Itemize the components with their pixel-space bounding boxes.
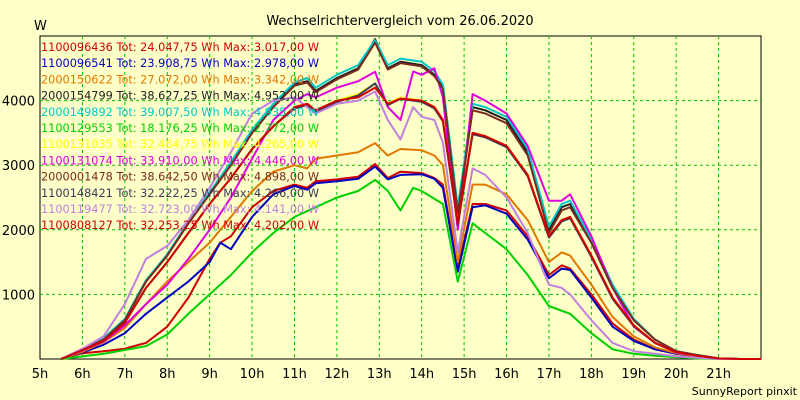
x-axis: 5h 6h 7h 8h 9h 10h 11h 12h 13h 14h 15h 16h 17h 18h 19h… — [32, 367, 731, 382]
series-lines — [60, 38, 761, 360]
series-line-s11 — [60, 90, 761, 360]
legend-entry-s03: 2000150622 Tot: 27.072,00 Wh Max: 3.342,… — [41, 73, 319, 86]
x-tick-label: 18h — [579, 367, 604, 382]
y-tick-label: 4000 — [2, 95, 35, 110]
y-tick-label: 2000 — [2, 224, 35, 239]
x-tick-label: 16h — [494, 367, 519, 382]
series-line-s12 — [60, 86, 761, 360]
legend-entry-s07: 1100131035 Tot: 32.464,75 Wh Max: 4.265,… — [41, 138, 319, 151]
x-tick-label: 5h — [32, 367, 49, 382]
x-tick-label: 14h — [409, 367, 434, 382]
x-tick-label: 6h — [74, 367, 91, 382]
x-tick-label: 11h — [282, 367, 307, 382]
plot-area — [39, 35, 762, 360]
x-tick-label: 7h — [117, 367, 134, 382]
legend-entry-s01: 1100096436 Tot: 24.047,75 Wh Max: 3.017,… — [41, 41, 319, 54]
y-axis-label: W — [34, 19, 47, 34]
x-tick-label: 20h — [664, 367, 689, 382]
legend: 1100096436 Tot: 24.047,75 Wh Max: 3.017,… — [41, 41, 319, 232]
series-line-s03 — [60, 142, 761, 360]
x-tick-label: 10h — [240, 367, 265, 382]
x-tick-label: 13h — [367, 367, 392, 382]
legend-entry-s08: 1100131074 Tot: 33.910,00 Wh Max: 4.446,… — [41, 154, 319, 167]
legend-entry-s10: 1100148421 Tot: 32.222,25 Wh Max: 4.266,… — [41, 187, 319, 200]
legend-entry-s04: 2000154799 Tot: 38.627,25 Wh Max: 4.952,… — [41, 90, 319, 103]
footer-credit: SunnyReport pinxit — [692, 385, 798, 398]
x-tick-label: 21h — [706, 367, 731, 382]
series-line-s06 — [61, 178, 761, 360]
x-tick-label: 9h — [201, 367, 218, 382]
series-line-s01 — [60, 163, 761, 360]
x-tick-label: 8h — [159, 367, 176, 382]
chart-title: Wechselrichtervergleich vom 26.06.2020 — [266, 14, 533, 29]
x-tick-label: 15h — [452, 367, 477, 382]
legend-entry-s09: 2000001478 Tot: 38.642,50 Wh Max: 4.898,… — [41, 171, 319, 184]
legend-entry-s06: 1100129553 Tot: 18.176,25 Wh Max: 2.772,… — [41, 122, 319, 135]
y-tick-label: 3000 — [2, 159, 35, 174]
series-line-s02 — [60, 165, 761, 360]
legend-entry-s02: 1100096541 Tot: 23.908,75 Wh Max: 2.978,… — [41, 57, 319, 70]
y-tick-label: 1000 — [2, 288, 35, 303]
x-tick-label: 19h — [621, 367, 646, 382]
x-tick-label: 17h — [537, 367, 562, 382]
grid — [40, 36, 761, 359]
legend-entry-s11: 1100119477 Tot: 32.723,00 Wh Max: 4.141,… — [41, 203, 319, 216]
series-line-s09 — [60, 41, 761, 360]
series-line-s08 — [60, 67, 761, 360]
legend-entry-s12: 1100808127 Tot: 32.253,25 Wh Max: 4.202,… — [41, 219, 319, 232]
legend-entry-s05: 2000149892 Tot: 39.007,50 Wh Max: 4.935,… — [41, 106, 319, 119]
y-axis: 1000 2000 3000 4000 — [2, 95, 35, 304]
x-tick-label: 12h — [324, 367, 349, 382]
